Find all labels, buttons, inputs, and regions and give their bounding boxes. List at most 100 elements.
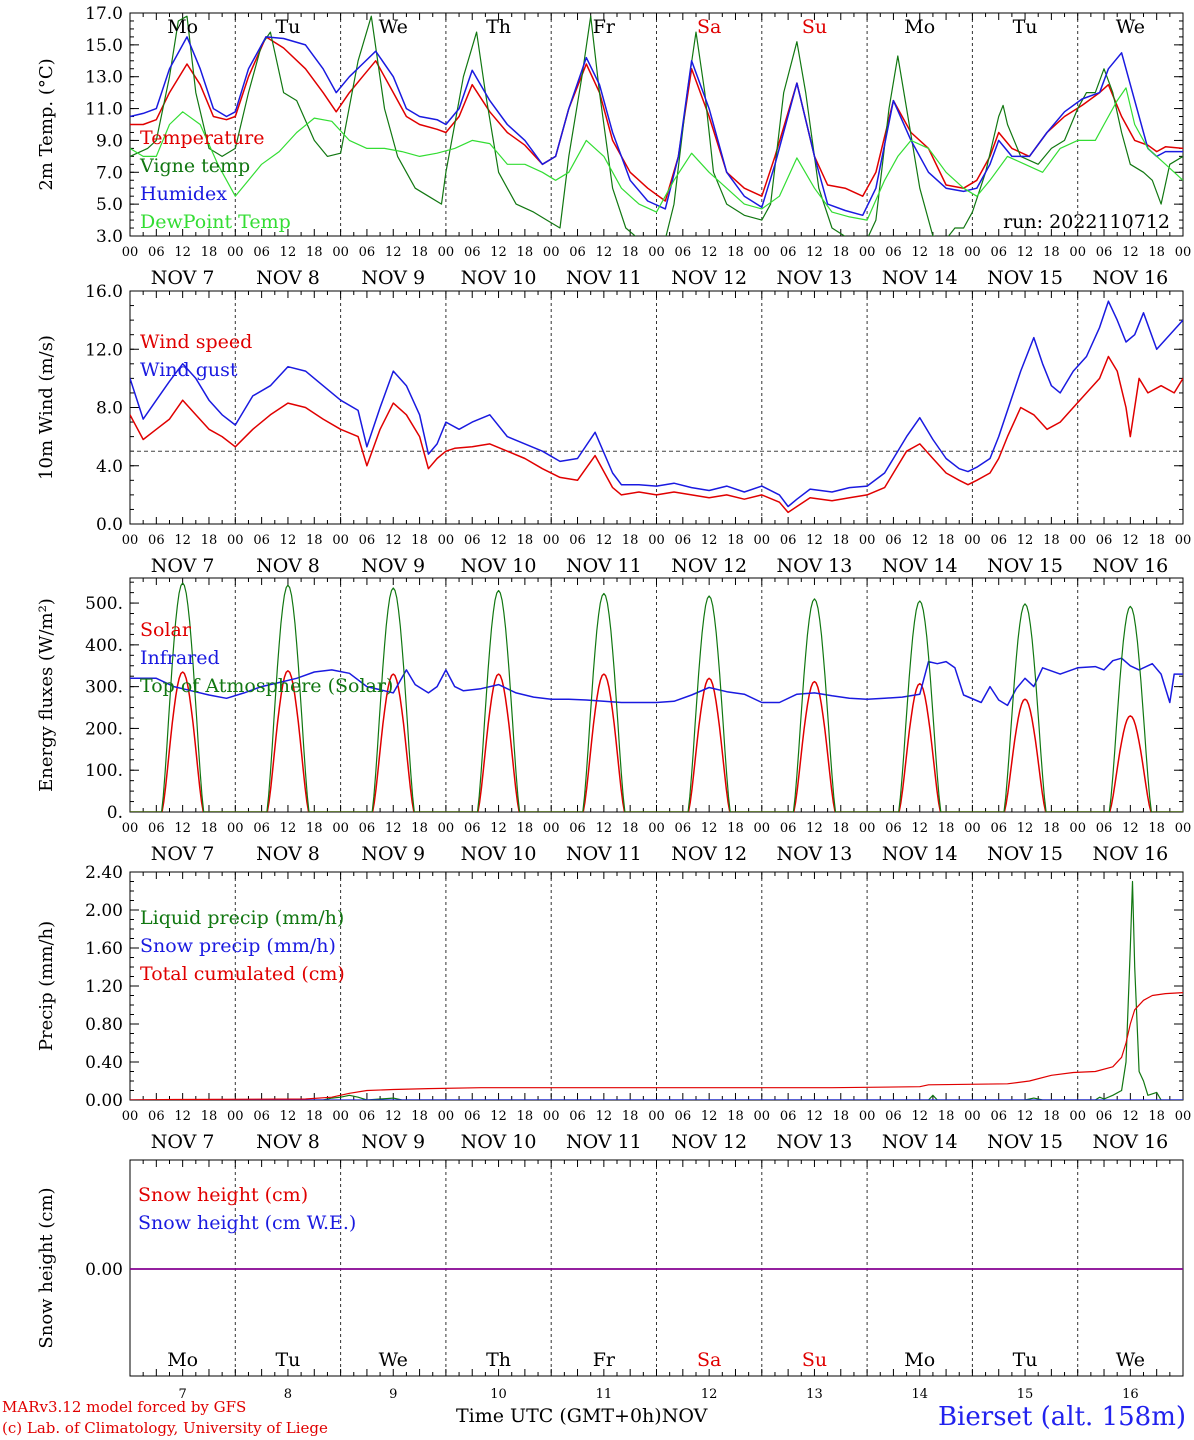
hour-label: 00 xyxy=(964,533,981,548)
y-tick-label: 2.00 xyxy=(85,901,123,921)
hour-label: 00 xyxy=(543,1109,560,1124)
y-tick-label: 1.60 xyxy=(85,939,123,959)
date-label: NOV 13 xyxy=(777,555,853,577)
hour-label: 06 xyxy=(569,245,586,260)
hour-label: 12 xyxy=(490,533,507,548)
day-number-label: 7 xyxy=(179,1387,187,1402)
hour-label: 06 xyxy=(464,1109,481,1124)
hour-label: 18 xyxy=(1148,245,1165,260)
series-line xyxy=(130,355,1183,514)
hour-label: 12 xyxy=(911,245,928,260)
hour-label: 00 xyxy=(1069,533,1086,548)
day-number-label: 16 xyxy=(1122,1387,1139,1402)
hour-label: 06 xyxy=(1096,1109,1113,1124)
hour-label: 06 xyxy=(780,533,797,548)
hour-label: 00 xyxy=(648,1109,665,1124)
hour-label: 18 xyxy=(306,245,323,260)
y-tick-label: 11.0 xyxy=(85,100,123,120)
hour-label: 00 xyxy=(332,1109,349,1124)
weekday-label: Mo xyxy=(904,1349,935,1371)
hour-label: 00 xyxy=(543,821,560,836)
hour-label: 06 xyxy=(148,245,165,260)
date-label: NOV 11 xyxy=(566,555,642,577)
y-tick-label: 0.40 xyxy=(85,1053,123,1073)
y-tick-label: 400. xyxy=(85,636,123,656)
y-tick-label: 300. xyxy=(85,678,123,698)
y-tick-label: 100. xyxy=(85,761,123,781)
hour-label: 12 xyxy=(1122,821,1139,836)
hour-label: 06 xyxy=(885,245,902,260)
date-label: NOV 13 xyxy=(777,267,853,289)
hour-label: 00 xyxy=(964,1109,981,1124)
hour-label: 00 xyxy=(332,533,349,548)
hour-label: 12 xyxy=(701,245,718,260)
legend-entry: Liquid precip (mm/h) xyxy=(140,907,344,929)
y-tick-label: 500. xyxy=(85,594,123,614)
hour-label: 18 xyxy=(411,245,428,260)
y-tick-label: 12.0 xyxy=(85,340,123,360)
weekday-label: Fr xyxy=(593,16,616,38)
legend-entry: Snow precip (mm/h) xyxy=(140,935,336,957)
hour-label: 00 xyxy=(227,533,244,548)
hour-label: 00 xyxy=(122,245,139,260)
hour-label: 06 xyxy=(464,821,481,836)
hour-label: 12 xyxy=(1017,821,1034,836)
hour-label: 06 xyxy=(253,533,270,548)
y-tick-label: 15.0 xyxy=(85,36,123,56)
hour-label: 12 xyxy=(911,821,928,836)
hour-label: 18 xyxy=(411,1109,428,1124)
date-label: NOV 15 xyxy=(987,555,1063,577)
hour-label: 00 xyxy=(543,533,560,548)
hour-label: 00 xyxy=(1069,245,1086,260)
weekday-label: Sa xyxy=(697,16,721,38)
hour-label: 12 xyxy=(490,821,507,836)
hour-label: 00 xyxy=(648,821,665,836)
series-line xyxy=(130,657,1183,707)
date-label: NOV 16 xyxy=(1092,843,1168,865)
date-label: NOV 13 xyxy=(777,843,853,865)
hour-label: 12 xyxy=(911,533,928,548)
date-label: NOV 14 xyxy=(882,555,958,577)
weekday-label: Tu xyxy=(1013,16,1038,38)
hour-label: 18 xyxy=(411,821,428,836)
weekday-label: Tu xyxy=(275,16,300,38)
y-tick-label: 0.0 xyxy=(96,515,123,535)
hour-label: 06 xyxy=(990,245,1007,260)
hour-label: 00 xyxy=(543,245,560,260)
date-label: NOV 14 xyxy=(882,267,958,289)
date-label: NOV 7 xyxy=(151,267,215,289)
weekday-label: Mo xyxy=(904,16,935,38)
date-label: NOV 12 xyxy=(671,555,747,577)
date-label: NOV 11 xyxy=(566,267,642,289)
hour-label: 00 xyxy=(754,1109,771,1124)
hour-label: 12 xyxy=(1122,245,1139,260)
hour-label: 18 xyxy=(938,533,955,548)
hour-label: 06 xyxy=(359,245,376,260)
hour-label: 12 xyxy=(280,533,297,548)
hour-label: 06 xyxy=(780,245,797,260)
hour-label: 06 xyxy=(780,1109,797,1124)
hour-label: 00 xyxy=(754,533,771,548)
date-label: NOV 10 xyxy=(461,267,537,289)
weekday-label: Sa xyxy=(697,1349,721,1371)
hour-label: 06 xyxy=(675,533,692,548)
legend-entry: Temperature xyxy=(140,127,264,149)
hour-label: 18 xyxy=(833,1109,850,1124)
date-label: NOV 9 xyxy=(361,843,425,865)
y-tick-label: 0. xyxy=(107,803,123,823)
hour-label: 18 xyxy=(622,821,639,836)
date-label: NOV 14 xyxy=(882,1131,958,1153)
hour-label: 00 xyxy=(859,245,876,260)
date-label: NOV 10 xyxy=(461,555,537,577)
weekday-label: Mo xyxy=(167,16,198,38)
hour-label: 00 xyxy=(438,821,455,836)
hour-label: 18 xyxy=(306,533,323,548)
hour-label: 12 xyxy=(385,1109,402,1124)
hour-label: 18 xyxy=(833,821,850,836)
hour-label: 06 xyxy=(148,821,165,836)
hour-label: 12 xyxy=(385,821,402,836)
day-number-label: 14 xyxy=(911,1387,928,1402)
hour-label: 12 xyxy=(806,1109,823,1124)
hour-label: 00 xyxy=(1175,245,1192,260)
